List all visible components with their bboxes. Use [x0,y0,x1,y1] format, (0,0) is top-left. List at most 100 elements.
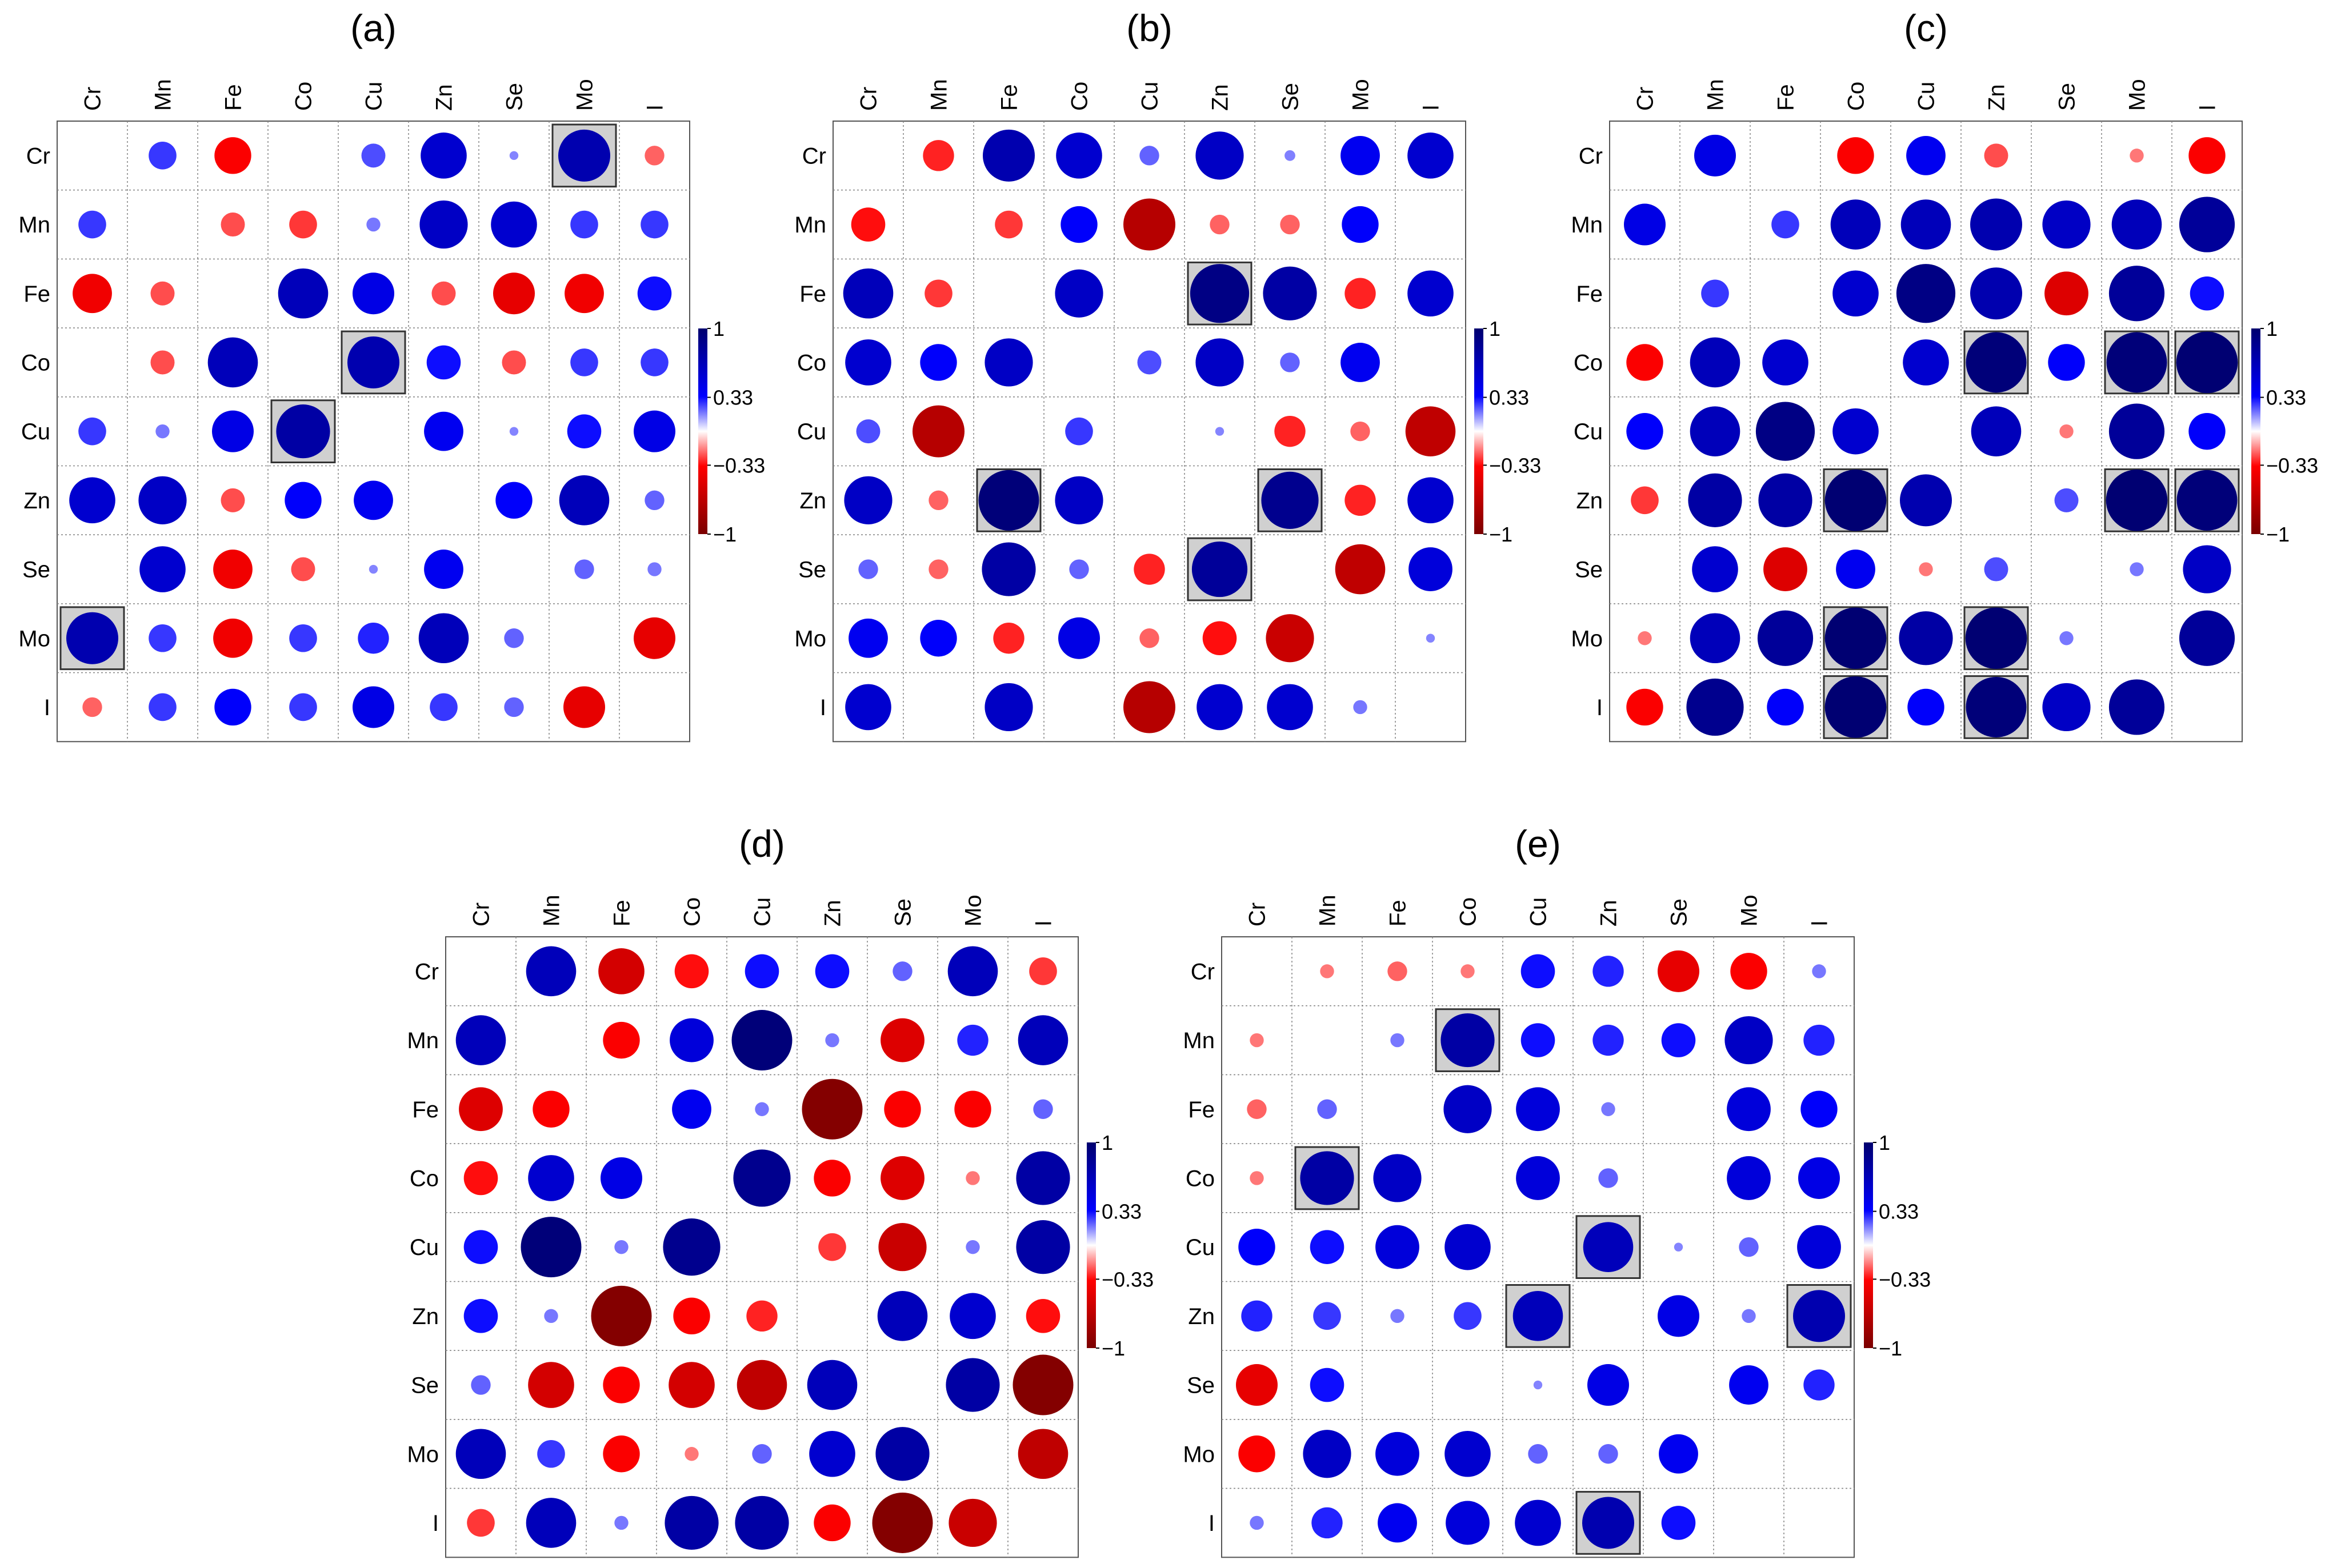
correlation-circle [1250,1515,1264,1530]
correlation-circle [1390,1309,1404,1324]
y-tick-label: Fe [412,1097,439,1122]
correlation-circle [957,1024,989,1056]
correlation-circle [1065,417,1093,446]
x-tick-label: Se [2055,83,2080,111]
correlation-circle [289,693,317,721]
correlation-circle [353,272,394,315]
correlation-circle [665,1495,719,1550]
correlation-circle [2108,403,2165,459]
correlation-circle [845,684,891,731]
correlation-circle [1533,1380,1543,1390]
correlation-circle [920,620,957,657]
x-tick-label: Se [502,83,527,111]
correlation-circle [2176,331,2238,394]
correlation-circle [1320,964,1334,979]
correlation-circle [1742,1309,1756,1324]
correlation-circle [1284,150,1295,161]
correlation-circle [455,1015,506,1065]
x-tick-label: Co [1067,82,1093,111]
correlation-circle [369,564,378,574]
correlation-circle [670,1018,714,1062]
colorbar [698,328,707,534]
correlation-circle [1688,473,1742,527]
correlation-circle [1583,1222,1634,1272]
correlation-circle [1250,1033,1264,1048]
correlation-circle [1311,1507,1343,1539]
correlation-circle [1984,143,2008,168]
correlation-circle [1966,676,2027,737]
correlation-circle [528,1155,574,1201]
correlation-circle [954,1090,991,1128]
correlation-circle [502,350,526,375]
correlation-circle [1582,1497,1634,1549]
correlation-circle [1443,1085,1492,1133]
x-tick-label: Fe [997,84,1022,111]
correlation-circle [1123,681,1175,733]
correlation-circle [1387,961,1407,981]
x-tick-label: Cu [1914,82,1939,111]
y-tick-label: Fe [799,282,826,307]
colorbar-tick-label: −0.33 [1879,1268,1931,1291]
x-tick-label: Fe [221,84,246,111]
correlation-circle [1310,1368,1344,1402]
correlation-circle [1800,1090,1838,1128]
correlation-circle [1202,621,1237,656]
correlation-circle [1340,343,1380,382]
correlation-circle [674,954,709,989]
x-tick-label: Cr [469,903,494,927]
correlation-circle [138,476,187,524]
correlation-circle [1280,352,1300,372]
y-tick-label: Zn [412,1304,439,1329]
correlation-circle [1018,1429,1069,1479]
y-tick-label: Co [410,1166,439,1191]
correlation-circle [570,348,598,376]
correlation-circle [825,1033,839,1048]
x-tick-label: Zn [1984,84,2010,111]
correlation-circle [818,1233,846,1261]
panel-title: (d) [739,823,785,865]
correlation-circle [966,1240,980,1254]
correlation-circle [1440,1013,1495,1068]
correlation-circle [1592,1024,1624,1056]
correlation-circle [463,1299,498,1333]
colorbar [1864,1142,1873,1348]
correlation-circle [1824,470,1887,531]
correlation-circle [1661,1023,1696,1057]
correlation-circle [601,1157,642,1199]
correlation-circle [1803,1024,1835,1056]
correlation-circle [1313,1302,1341,1330]
correlation-circle [2042,200,2091,249]
correlation-circle [614,1515,629,1530]
y-tick-label: Cu [410,1235,439,1260]
x-tick-label: Mn [927,79,952,111]
correlation-circle [1793,1290,1845,1342]
correlation-circle [509,151,519,161]
y-tick-label: Mo [1571,626,1603,651]
correlation-circle [1016,1220,1070,1274]
correlation-circle [1763,547,1807,591]
correlation-circle [737,1360,787,1410]
correlation-circle [849,618,888,658]
correlation-circle [752,1444,772,1464]
correlation-circle [455,1429,506,1479]
correlation-circle [421,133,467,179]
x-tick-label: Mo [961,895,986,927]
correlation-circle [1191,541,1248,597]
correlation-circle [1758,473,1812,527]
colorbar [2251,328,2260,534]
y-tick-label: Fe [1188,1097,1215,1122]
correlation-circle [1729,1365,1768,1405]
x-tick-label: I [1807,920,1832,927]
x-tick-label: Fe [610,900,635,927]
y-tick-label: Co [1186,1166,1215,1191]
correlation-circle [1123,198,1175,251]
correlation-circle [1134,554,1165,585]
correlation-circle [1375,1431,1419,1476]
colorbar-tick-label: −1 [1102,1337,1125,1360]
correlation-circle [1771,210,1799,239]
correlation-circle [1137,350,1162,375]
correlation-circle [950,1293,996,1340]
correlation-circle [570,210,598,239]
correlation-circle [1690,406,1740,456]
y-tick-label: Fe [1576,282,1603,307]
